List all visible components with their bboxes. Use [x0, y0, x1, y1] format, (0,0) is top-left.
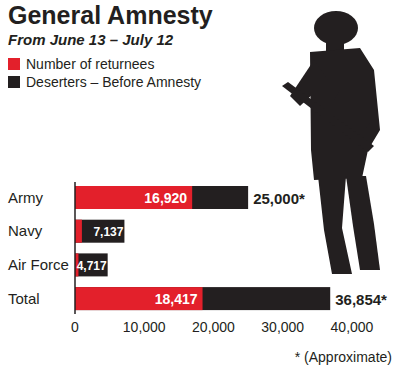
bar — [75, 220, 124, 243]
legend: Number of returnees Deserters – Before Am… — [8, 56, 201, 90]
category-label: Army — [8, 189, 43, 206]
chart: General Amnesty From June 13 – July 12 Num… — [0, 0, 400, 375]
category-label: Total — [8, 290, 40, 307]
data-label: 4,717 — [77, 259, 107, 273]
subtitle: From June 13 – July 12 — [8, 31, 174, 48]
bar — [75, 253, 108, 276]
rifle — [282, 82, 374, 152]
bar — [75, 186, 192, 209]
axis-line — [74, 182, 76, 314]
arm — [334, 90, 372, 128]
legend-label: Deserters – Before Amnesty — [26, 74, 201, 90]
data-label: 7,137 — [93, 225, 123, 239]
soldier-silhouette — [282, 11, 380, 274]
bars — [75, 186, 330, 310]
legend-swatch — [8, 58, 20, 70]
title: General Amnesty — [8, 1, 213, 29]
data-label: 25,000* — [253, 190, 305, 207]
footnote: * (Approximate) — [295, 349, 392, 365]
leg — [318, 176, 352, 274]
tick-label: 30,000 — [261, 319, 304, 335]
tick-label: 20,000 — [192, 319, 235, 335]
bar — [75, 287, 330, 310]
category-label: Navy — [8, 222, 43, 239]
data-label: 36,854* — [335, 291, 387, 308]
data-label: 18,417 — [155, 291, 198, 307]
tick-label: 0 — [71, 319, 79, 335]
data-label: 16,920 — [144, 190, 187, 206]
legend-label: Number of returnees — [26, 56, 154, 72]
category-label: Air Force — [8, 256, 69, 273]
bar — [75, 220, 82, 243]
tick-label: 10,000 — [123, 319, 166, 335]
leg — [346, 176, 380, 270]
bar — [75, 186, 248, 209]
tick-label: 40,000 — [331, 319, 374, 335]
legend-swatch — [8, 76, 20, 88]
bar — [75, 287, 203, 310]
